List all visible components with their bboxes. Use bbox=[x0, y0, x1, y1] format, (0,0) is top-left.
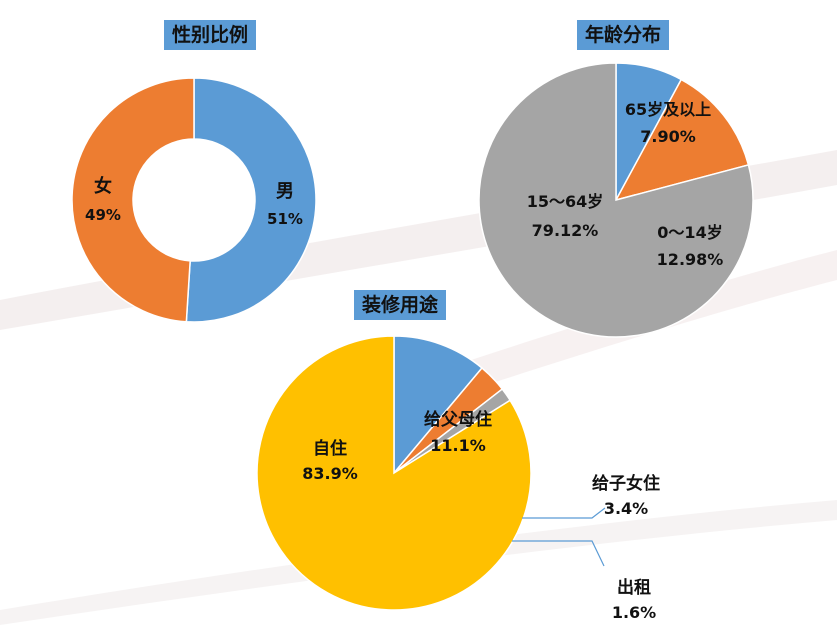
gender-slice-value-1: 49% bbox=[85, 206, 121, 224]
age-slice-value-2: 79.12% bbox=[532, 221, 599, 240]
age-slice-label-1: 0～14岁 bbox=[657, 223, 722, 242]
renovation-slice-label-1: 给子女住 bbox=[592, 473, 660, 494]
gender-slice-0 bbox=[185, 77, 317, 323]
gender-chart-title: 性别比例 bbox=[164, 20, 257, 50]
age-slice-value-0: 7.90% bbox=[640, 127, 696, 146]
renovation-slice-3 bbox=[256, 335, 532, 611]
renovation-slice-value-2: 1.6% bbox=[612, 603, 656, 622]
age-slice-label-0: 65岁及以上 bbox=[625, 100, 711, 119]
renovation-slice-label-2: 出租 bbox=[617, 577, 651, 598]
renovation-leader-line-1 bbox=[522, 507, 606, 519]
gender-slice-label-1: 女 bbox=[94, 175, 112, 197]
renovation-slice-0 bbox=[393, 335, 484, 476]
age-slice-label-2: 15～64岁 bbox=[527, 192, 604, 211]
age-chart-title: 年龄分布 bbox=[577, 20, 670, 50]
renovation-slice-label-0: 给父母住 bbox=[424, 409, 492, 430]
gender-slice-value-0: 51% bbox=[267, 210, 303, 228]
renovation-slice-value-3: 83.9% bbox=[302, 464, 358, 483]
gender-slice-label-0: 男 bbox=[276, 181, 294, 202]
renovation-leader-line-2 bbox=[512, 540, 605, 567]
renovation-slice-value-1: 3.4% bbox=[604, 499, 648, 518]
renovation-slice-label-3: 自住 bbox=[313, 438, 347, 459]
gender-slice-1 bbox=[71, 77, 195, 323]
renovation-slice-value-0: 11.1% bbox=[430, 436, 486, 455]
age-slice-1 bbox=[614, 78, 750, 202]
age-slice-2 bbox=[478, 62, 754, 338]
age-slice-value-1: 12.98% bbox=[657, 250, 724, 269]
renovation-chart-title: 装修用途 bbox=[354, 290, 447, 320]
